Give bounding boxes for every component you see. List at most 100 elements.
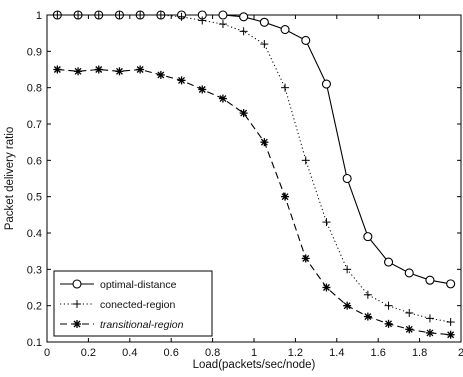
data-point: [260, 40, 269, 49]
legend: optimal-distance conected-region transitio…: [53, 270, 213, 337]
star-stroke: [73, 320, 81, 328]
data-point: [425, 275, 435, 285]
star-stroke: [405, 325, 413, 333]
data-point: [343, 265, 352, 274]
x-tick-label: 0: [44, 347, 50, 359]
star-stroke: [385, 320, 393, 328]
y-tick-label: 0.9: [27, 46, 42, 58]
data-point: [260, 138, 269, 147]
data-point: [198, 85, 207, 94]
data-point: [425, 314, 434, 323]
data-point: [198, 16, 207, 25]
series-optimal-distance: [52, 10, 456, 289]
data-point: [156, 11, 165, 19]
star-stroke: [178, 76, 186, 84]
y-tick-label: 0.4: [27, 228, 42, 240]
legend-label: optimal-distance: [100, 279, 177, 291]
data-point: [322, 218, 331, 227]
data-point: [383, 257, 394, 267]
data-point: [343, 301, 352, 310]
star-stroke: [95, 66, 103, 73]
legend-marker: [73, 300, 81, 308]
data-point: [53, 65, 62, 74]
data-point: [53, 11, 62, 19]
data-point: [280, 24, 290, 35]
data-point: [446, 318, 455, 327]
y-axis-label: Packet delivery ratio: [4, 127, 16, 231]
legend-marker: [73, 320, 81, 328]
data-point: [239, 12, 249, 22]
star-stroke: [302, 254, 310, 262]
data-point: [115, 11, 124, 19]
data-point: [239, 27, 248, 36]
x-tick-label: 1.6: [371, 347, 386, 359]
data-point: [177, 76, 186, 85]
data-point: [363, 232, 373, 242]
data-point: [94, 11, 103, 19]
data-point: [405, 325, 414, 334]
star-stroke: [322, 284, 330, 291]
star-stroke: [343, 302, 351, 310]
x-tick-label: 0.8: [205, 347, 220, 359]
x-tick-label: 1.4: [329, 347, 344, 359]
y-tick-label: 0.1: [27, 337, 42, 349]
star-stroke: [426, 329, 434, 337]
data-point: [136, 65, 145, 74]
legend-label: transitional-region: [100, 319, 184, 331]
star-stroke: [115, 67, 123, 75]
data-point: [218, 20, 227, 29]
star-stroke: [447, 331, 455, 339]
data-point: [405, 308, 414, 317]
data-point: [218, 94, 227, 103]
legend-marker: [72, 279, 82, 289]
legend-label: conected-region: [100, 299, 175, 311]
star-stroke: [136, 66, 144, 73]
data-point: [404, 268, 414, 278]
series-line: [57, 68, 451, 336]
data-point: [446, 279, 456, 289]
star-stroke: [240, 109, 248, 117]
series-layer: [52, 10, 456, 339]
star-stroke: [219, 95, 227, 103]
data-point: [218, 10, 228, 20]
y-tick-label: 0.3: [27, 264, 42, 276]
data-point: [384, 319, 393, 328]
data-point: [281, 192, 290, 201]
data-point: [259, 17, 269, 27]
y-tick-label: 0.5: [27, 192, 42, 204]
data-point: [136, 11, 145, 19]
data-point: [74, 11, 83, 19]
y-tick-label: 0.8: [27, 83, 42, 95]
data-point: [301, 156, 310, 165]
x-tick-label: 1: [251, 347, 257, 359]
x-tick-label: 1.2: [288, 347, 303, 359]
series-transitional-region: [53, 65, 455, 339]
data-point: [301, 35, 311, 45]
y-tick-label: 0.6: [27, 155, 42, 167]
y-tick-label: 0.2: [27, 301, 42, 313]
data-point: [363, 312, 372, 321]
star-stroke: [53, 66, 61, 73]
data-point: [115, 67, 124, 76]
x-tick-label: 0.2: [81, 347, 96, 359]
data-point: [363, 290, 372, 299]
star-stroke: [364, 313, 372, 321]
star-stroke: [157, 71, 165, 79]
y-tick-label: 0.7: [27, 119, 42, 131]
star-stroke: [198, 86, 206, 93]
y-tick-label: 1: [36, 10, 42, 22]
data-point: [342, 173, 352, 184]
star-stroke: [74, 67, 82, 75]
data-point: [301, 254, 310, 263]
data-point: [177, 12, 186, 21]
data-point: [239, 109, 248, 118]
data-point: [74, 67, 83, 76]
star-stroke: [260, 138, 268, 146]
star-stroke: [281, 193, 289, 201]
series-conected-region: [53, 11, 455, 327]
x-tick-label: 0.6: [164, 347, 179, 359]
data-point: [321, 79, 332, 89]
x-tick-label: 1.8: [412, 347, 427, 359]
x-tick-label: 0.4: [122, 347, 137, 359]
